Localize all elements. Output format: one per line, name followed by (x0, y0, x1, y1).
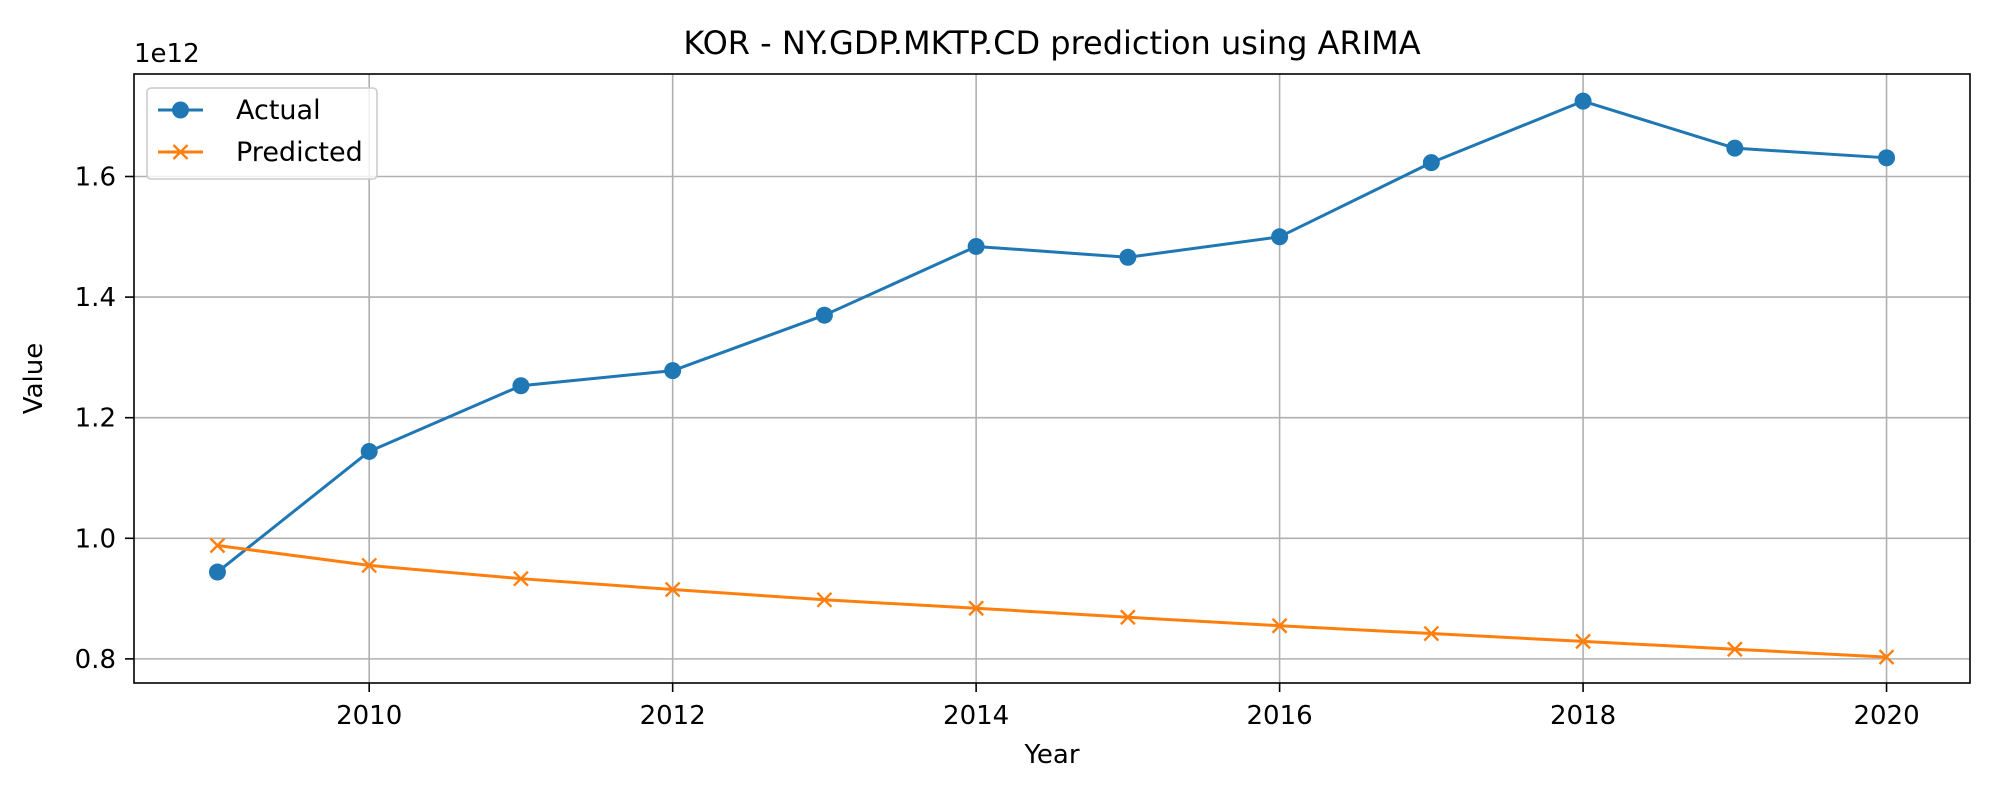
legend-item-actual: Actual (158, 95, 321, 126)
x-marker-stroke (1575, 633, 1591, 650)
predicted-point (664, 581, 681, 598)
x-tick-label: 2014 (943, 701, 1009, 731)
x-marker-stroke (1271, 617, 1288, 634)
actual-line (216, 99, 1887, 574)
actual-point (1574, 92, 1592, 110)
x-tick-label: 2016 (1247, 701, 1313, 731)
x-marker-stroke (1423, 625, 1440, 642)
actual-point (360, 442, 378, 460)
actual-point (1878, 149, 1896, 167)
grid (134, 74, 1970, 683)
plot-frame (133, 73, 1971, 684)
x-marker-stroke (361, 557, 378, 574)
actual-point (1422, 154, 1440, 172)
x-tick-label: 2020 (1853, 701, 1919, 731)
series-actual (208, 92, 1896, 581)
y-tick-label: 1.6 (75, 163, 116, 193)
legend-marker (172, 101, 189, 119)
legend-marker (172, 144, 189, 160)
predicted-line (217, 544, 1887, 659)
x-axis-label: Year (1023, 740, 1079, 770)
predicted-point (209, 537, 226, 554)
actual-point (208, 563, 226, 581)
x-marker-stroke (209, 537, 226, 554)
predicted-point (513, 570, 529, 587)
x-marker-stroke (968, 600, 984, 617)
y-tick-label: 1.2 (75, 404, 116, 434)
predicted-point (1726, 641, 1743, 658)
chart-title: KOR - NY.GDP.MKTP.CD prediction using AR… (683, 24, 1420, 62)
x-marker-stroke (816, 591, 833, 608)
y-offset-label: 1e12 (134, 39, 200, 69)
legend-item-predicted: Predicted (158, 137, 363, 168)
actual-point (967, 237, 985, 255)
y-tick-label: 1.0 (75, 524, 116, 554)
actual-point (1271, 228, 1289, 246)
predicted-point (816, 591, 833, 608)
actual-point (1726, 139, 1744, 157)
series-predicted (209, 537, 1895, 665)
predicted-point (1120, 609, 1136, 626)
actual-point (815, 306, 833, 324)
x-marker-stroke (1878, 649, 1895, 665)
actual-point (1119, 248, 1137, 266)
actual-point (512, 377, 530, 395)
x-tick-label: 2012 (640, 701, 706, 731)
predicted-point (361, 557, 378, 574)
predicted-point (1423, 625, 1440, 642)
legend-box (146, 87, 378, 180)
legend: Actual Predicted (146, 87, 378, 180)
legend-label: Predicted (236, 137, 363, 168)
predicted-point (1575, 633, 1591, 650)
y-tick-label: 0.8 (75, 645, 116, 675)
y-axis-label: Value (19, 343, 49, 414)
legend-label: Actual (236, 95, 321, 126)
ticks: 2010 2012 2014 2016 2018 2020 0.8 1.0 1.2 1.4 1.6 (75, 163, 1920, 731)
x-marker-stroke (172, 144, 189, 160)
predicted-point (1271, 617, 1288, 634)
x-tick-label: 2010 (336, 701, 402, 731)
x-marker-stroke (664, 581, 681, 598)
actual-point (664, 362, 682, 380)
series-layer (208, 92, 1896, 665)
predicted-point (1878, 649, 1895, 665)
predicted-point (968, 600, 984, 617)
x-marker-stroke (513, 570, 529, 587)
x-tick-label: 2018 (1550, 701, 1616, 731)
x-marker-stroke (1726, 641, 1743, 658)
y-tick-label: 1.4 (75, 283, 116, 313)
x-marker-stroke (1120, 609, 1136, 626)
